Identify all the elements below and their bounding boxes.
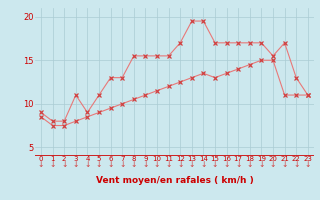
Text: ↓: ↓ [131,160,137,169]
Text: ↓: ↓ [165,160,172,169]
Text: ↓: ↓ [154,160,160,169]
Text: ↓: ↓ [177,160,183,169]
Text: ↓: ↓ [73,160,79,169]
Text: ↓: ↓ [293,160,300,169]
Text: ↓: ↓ [247,160,253,169]
Text: ↓: ↓ [96,160,102,169]
Text: ↓: ↓ [108,160,114,169]
Text: ↓: ↓ [200,160,207,169]
Text: ↓: ↓ [61,160,68,169]
Text: ↓: ↓ [38,160,44,169]
Text: ↓: ↓ [119,160,125,169]
Text: ↓: ↓ [258,160,265,169]
Text: ↓: ↓ [223,160,230,169]
Text: ↓: ↓ [84,160,91,169]
Text: ↓: ↓ [49,160,56,169]
Text: ↓: ↓ [235,160,241,169]
Text: ↓: ↓ [212,160,218,169]
Text: ↓: ↓ [142,160,148,169]
Text: ↓: ↓ [305,160,311,169]
X-axis label: Vent moyen/en rafales ( km/h ): Vent moyen/en rafales ( km/h ) [96,176,253,185]
Text: ↓: ↓ [270,160,276,169]
Text: ↓: ↓ [188,160,195,169]
Text: ↓: ↓ [281,160,288,169]
